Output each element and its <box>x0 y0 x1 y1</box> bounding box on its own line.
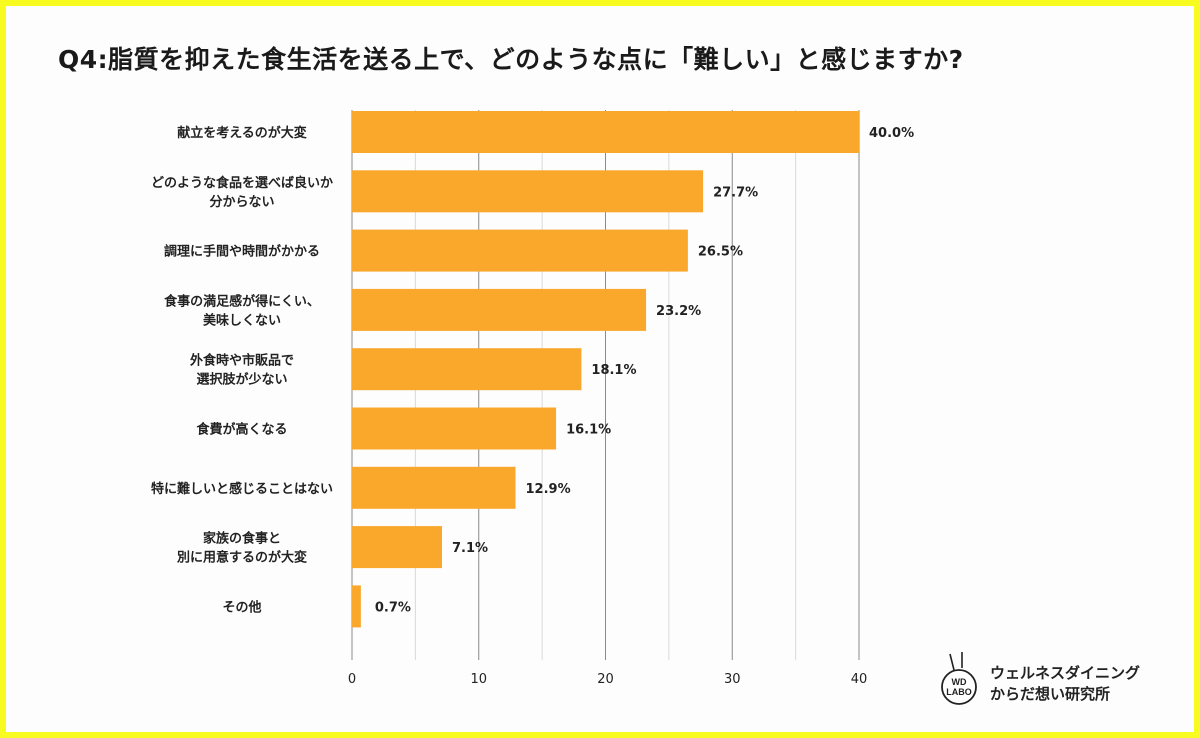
data-label: 26.5% <box>698 245 743 260</box>
category-label: 家族の食事と <box>203 531 281 547</box>
svg-text:LABO: LABO <box>946 687 972 697</box>
category-label: 分からない <box>209 194 274 210</box>
svg-text:WD: WD <box>952 677 967 687</box>
data-label: 16.1% <box>566 423 611 438</box>
bar <box>352 526 442 569</box>
category-label: 外食時や市販品で <box>189 353 294 369</box>
category-label: 美味しくない <box>203 312 281 328</box>
x-tick-label: 0 <box>348 672 356 687</box>
chart-title: Q4:脂質を抑えた食生活を送る上で、どのような点に「難しい」と感じますか? <box>58 45 964 74</box>
logo-name: ウェルネスダイニング からだ想い研究所 <box>990 663 1140 705</box>
bar <box>352 229 688 272</box>
bar <box>352 407 557 450</box>
category-label: 食事の満足感が得にくい、 <box>164 293 320 309</box>
category-label: どのような食品を選べば良いか <box>151 175 333 191</box>
bar <box>352 348 582 391</box>
x-tick-label: 10 <box>470 672 487 687</box>
data-label: 7.1% <box>452 541 488 556</box>
category-label: 献立を考えるのが大変 <box>177 125 307 141</box>
bar <box>352 111 859 153</box>
x-tick-label: 30 <box>724 672 741 687</box>
x-tick-label: 40 <box>851 672 868 687</box>
x-tick-label: 20 <box>597 672 614 687</box>
wd-labo-logo: WD LABO <box>941 652 977 705</box>
data-label: 27.7% <box>713 185 758 200</box>
data-label: 0.7% <box>375 600 411 615</box>
data-label: 18.1% <box>591 363 636 378</box>
category-label: 食費が高くなる <box>196 422 287 438</box>
category-label: 調理に手間や時間がかかる <box>164 244 320 260</box>
category-label: 別に用意するのが大変 <box>176 550 307 566</box>
data-label: 23.2% <box>656 304 701 319</box>
logo-name-line: ウェルネスダイニング <box>990 664 1141 682</box>
bar <box>352 585 361 628</box>
category-label: その他 <box>222 599 261 615</box>
data-label: 40.0% <box>869 126 914 141</box>
category-label: 特に難しいと感じることはない <box>151 481 333 497</box>
category-label: 選択肢が少ない <box>196 372 287 388</box>
bar <box>352 170 704 213</box>
bar <box>352 288 647 331</box>
data-label: 12.9% <box>526 482 571 497</box>
bar <box>352 466 516 509</box>
logo-name-line: からだ想い研究所 <box>990 685 1111 703</box>
